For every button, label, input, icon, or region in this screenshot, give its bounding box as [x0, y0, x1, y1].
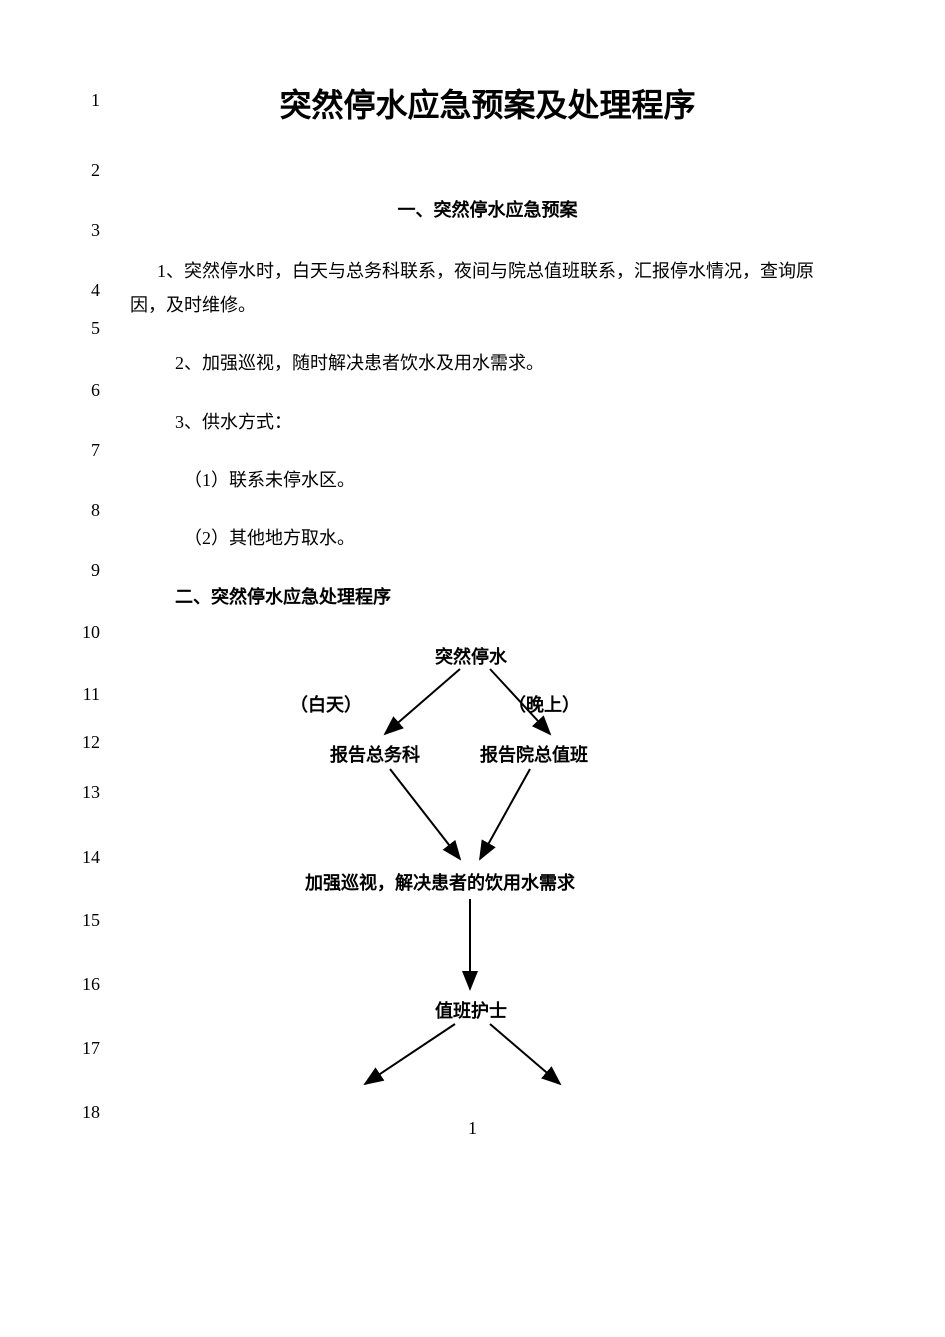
document-page: 1 2 3 4 5 6 7 8 9 10 11 12 13 14 15 16 1… [0, 0, 945, 1179]
paragraph-3-1: （1）联系未停水区。 [130, 463, 845, 497]
line-number: 6 [70, 380, 100, 401]
flow-label-day: （白天） [290, 691, 362, 717]
flow-node-patrol: 加强巡视，解决患者的饮用水需求 [305, 869, 575, 895]
paragraph-1: 1、突然停水时，白天与总务科联系，夜间与院总值班联系，汇报停水情况，查询原因，及… [130, 254, 845, 322]
line-number: 7 [70, 440, 100, 461]
section-1-heading: 一、突然停水应急预案 [130, 196, 845, 222]
document-content: 突然停水应急预案及处理程序 一、突然停水应急预案 1、突然停水时，白天与总务科联… [130, 80, 845, 1139]
line-number: 2 [70, 160, 100, 181]
line-number: 10 [70, 622, 100, 643]
page-number: 1 [0, 1118, 945, 1139]
line-number: 17 [70, 1038, 100, 1059]
line-number: 5 [70, 318, 100, 339]
line-number: 4 [70, 280, 100, 301]
flow-node-report-day: 报告总务科 [330, 741, 420, 767]
flow-node-nurse: 值班护士 [435, 997, 507, 1023]
paragraph-3: 3、供水方式： [130, 405, 845, 439]
line-number: 12 [70, 732, 100, 753]
paragraph-2: 2、加强巡视，随时解决患者饮水及用水需求。 [130, 346, 845, 380]
line-number: 8 [70, 500, 100, 521]
line-number: 16 [70, 974, 100, 995]
paragraph-3-2: （2）其他地方取水。 [130, 521, 845, 555]
line-number: 9 [70, 560, 100, 581]
flowchart: 突然停水 （白天） （晚上） 报告总务科 报告院总值班 加强巡视，解决患者的饮用… [130, 619, 845, 1139]
line-number: 14 [70, 847, 100, 868]
line-number: 15 [70, 910, 100, 931]
section-2-heading: 二、突然停水应急处理程序 [130, 583, 845, 609]
line-number: 11 [70, 684, 100, 705]
page-title: 突然停水应急预案及处理程序 [130, 80, 845, 126]
flow-node-start: 突然停水 [435, 643, 507, 669]
line-number: 1 [70, 90, 100, 111]
line-number: 3 [70, 220, 100, 241]
flow-label-night: （晚上） [508, 691, 580, 717]
flow-node-report-night: 报告院总值班 [480, 741, 588, 767]
line-number: 13 [70, 782, 100, 803]
